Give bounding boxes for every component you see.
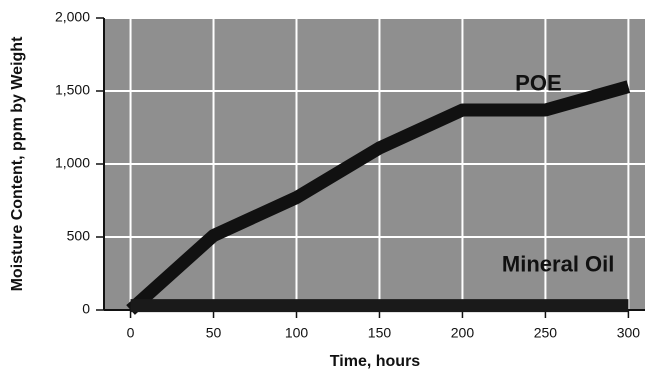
y-tick-label: 0 <box>82 301 90 317</box>
y-tick-label: 1,000 <box>55 155 90 171</box>
x-tick-label: 100 <box>285 325 309 341</box>
x-tick-label: 200 <box>451 325 475 341</box>
x-tick-label: 150 <box>368 325 392 341</box>
y-tick-label: 1,500 <box>55 82 90 98</box>
x-axis-label: Time, hours <box>330 353 420 370</box>
data-line <box>126 80 631 315</box>
y-tick-label: 2,000 <box>55 9 90 25</box>
series-label: Mineral Oil <box>502 251 614 276</box>
x-tick-label: 300 <box>617 325 641 341</box>
x-tick-label: 250 <box>534 325 558 341</box>
x-tick-label: 50 <box>206 325 222 341</box>
y-tick-label: 500 <box>67 228 91 244</box>
series-label: POE <box>515 70 561 95</box>
y-axis-label: Moisture Content, ppm by Weight <box>9 36 26 291</box>
x-tick-label: 0 <box>127 325 135 341</box>
